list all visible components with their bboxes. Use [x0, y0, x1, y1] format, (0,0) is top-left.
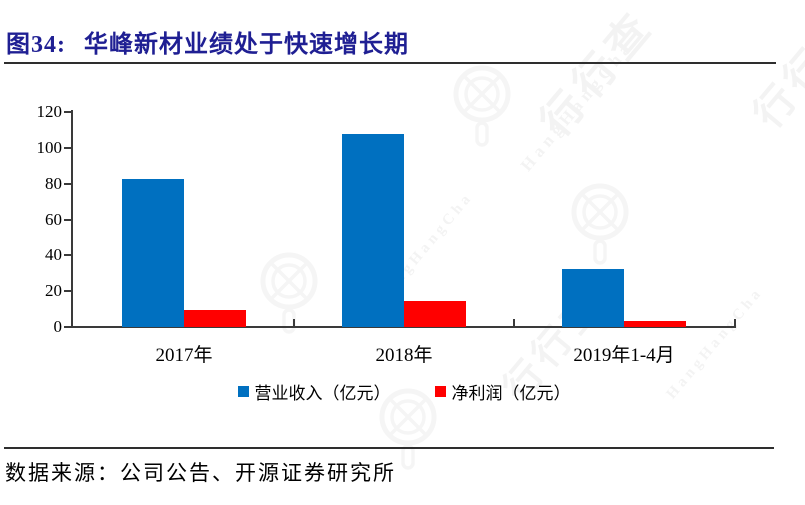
y-axis-tick-label: 60	[45, 209, 62, 229]
legend-item-profit: 净利润（亿元）	[434, 379, 571, 404]
legend-swatch-profit	[434, 386, 446, 397]
x-axis-line	[71, 326, 736, 328]
x-axis-tick	[734, 319, 736, 327]
source-text: 数据来源：公司公告、开源证券研究所	[5, 461, 396, 485]
bar-profit-2019年1-4月	[624, 321, 686, 327]
x-axis-category-label: 2018年	[375, 345, 433, 366]
source-divider	[4, 447, 774, 449]
legend-label-revenue: 营业收入（亿元）	[254, 384, 391, 403]
figure-title: 图34: 华峰新材业绩处于快速增长期	[6, 24, 409, 59]
legend-label-profit: 净利润（亿元）	[451, 384, 571, 403]
figure-title-text: 华峰新材业绩处于快速增长期	[84, 32, 409, 58]
y-axis-tick	[64, 326, 71, 328]
y-axis-tick	[64, 146, 71, 149]
y-axis-tick-label: 20	[45, 281, 62, 301]
bar-profit-2017年	[184, 309, 246, 327]
bar-revenue-2018年	[342, 134, 404, 327]
y-axis-line	[71, 110, 73, 328]
x-axis-category-label: 2019年1-4月	[573, 345, 675, 366]
y-axis-tick-label: 40	[45, 245, 62, 265]
x-axis-tick	[293, 319, 295, 327]
title-divider	[4, 62, 776, 64]
y-axis-tick	[64, 290, 71, 293]
chart-legend: 营业收入（亿元） 净利润（亿元）	[72, 379, 736, 404]
bar-revenue-2019年1-4月	[562, 268, 624, 327]
y-axis-tick-label: 80	[45, 173, 62, 193]
y-axis-tick	[64, 218, 71, 221]
y-axis-tick-label: 120	[36, 102, 63, 121]
y-axis-tick-label: 100	[36, 137, 63, 157]
legend-item-revenue: 营业收入（亿元）	[237, 379, 391, 404]
x-axis-category-label: 2017年	[155, 345, 213, 366]
figure-number: 图34:	[6, 32, 66, 58]
y-axis-tick	[64, 254, 71, 257]
y-axis-tick-label: 0	[53, 317, 63, 336]
y-axis-tick	[64, 182, 71, 185]
bar-revenue-2017年	[122, 179, 184, 327]
x-axis-tick	[513, 319, 515, 327]
bar-profit-2018年	[404, 301, 466, 327]
y-axis-tick	[64, 111, 71, 113]
legend-swatch-revenue	[237, 386, 249, 397]
